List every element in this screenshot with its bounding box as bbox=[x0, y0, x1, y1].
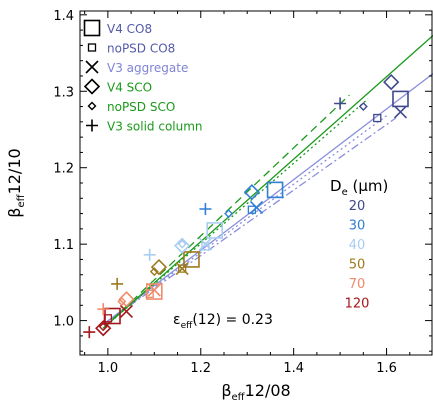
data-point bbox=[147, 283, 161, 297]
data-point bbox=[266, 181, 284, 199]
data-point bbox=[111, 277, 124, 290]
data-point bbox=[103, 314, 113, 323]
size-legend-entry: 120 bbox=[345, 297, 370, 312]
data-point bbox=[392, 90, 409, 108]
legend-marker bbox=[86, 119, 98, 132]
data-point bbox=[178, 264, 187, 273]
data-point bbox=[334, 97, 347, 110]
size-legend: De (μm) 20 30 40 50 70 120 bbox=[330, 177, 388, 312]
x-tick-label: 1.2 bbox=[190, 361, 211, 376]
y-tick-label: 1.3 bbox=[53, 85, 74, 100]
legend-label: V4 SCO bbox=[107, 81, 152, 95]
y-axis-label-beta: β bbox=[5, 207, 24, 217]
legend-marker bbox=[85, 60, 99, 74]
data-point bbox=[243, 184, 260, 201]
data-point bbox=[201, 242, 210, 251]
data-point bbox=[198, 237, 212, 251]
x-tick-label: 1.0 bbox=[98, 361, 119, 376]
y-axis-label: βeff12/10 bbox=[5, 148, 27, 217]
data-point bbox=[117, 296, 127, 306]
axis-ticks: 1.0 1.2 1.4 1.6 1.0 1.1 1.2 1.3 1.4 bbox=[53, 9, 432, 376]
y-tick-label: 1.2 bbox=[53, 162, 74, 177]
x-tick-label: 1.4 bbox=[283, 361, 304, 376]
epsilon-annotation-sub: eff bbox=[181, 321, 194, 331]
data-point bbox=[83, 326, 96, 339]
data-point bbox=[175, 262, 189, 276]
legend-marker bbox=[83, 19, 101, 37]
data-point bbox=[145, 289, 154, 298]
size-legend-title-unit: (μm) bbox=[348, 177, 389, 195]
size-legend-entry: 30 bbox=[349, 219, 366, 234]
legend-label: V3 aggregate bbox=[107, 61, 188, 75]
data-point bbox=[183, 251, 200, 268]
fit-line bbox=[102, 98, 369, 329]
epsilon-annotation: εeff(12) = 0.23 bbox=[173, 312, 273, 331]
data-point bbox=[177, 239, 187, 249]
x-axis-label-beta: β bbox=[221, 381, 231, 400]
data-point bbox=[224, 209, 234, 219]
legend-marker bbox=[87, 43, 97, 52]
epsilon-annotation-rest: (12) = 0.23 bbox=[192, 312, 273, 328]
size-legend-entry: 40 bbox=[349, 238, 366, 253]
size-legend-title-main: D bbox=[330, 177, 342, 195]
data-point bbox=[373, 113, 382, 123]
data-point bbox=[95, 320, 112, 337]
data-point bbox=[206, 222, 223, 239]
size-legend-title: De (μm) bbox=[330, 177, 388, 198]
data-point bbox=[119, 304, 134, 318]
y-axis-label-sub: eff bbox=[16, 193, 27, 207]
y-tick-label: 1.0 bbox=[53, 315, 74, 330]
size-legend-entry: 20 bbox=[349, 199, 366, 214]
size-legend-entry: 50 bbox=[349, 258, 366, 273]
data-point bbox=[174, 237, 191, 254]
data-point bbox=[199, 202, 212, 215]
legend-label: V4 CO8 bbox=[107, 22, 152, 36]
x-axis-label-sub: eff bbox=[232, 392, 246, 403]
epsilon-annotation-symbol: ε bbox=[173, 312, 181, 328]
data-point bbox=[149, 267, 159, 277]
legend-marker bbox=[87, 101, 97, 111]
y-tick-label: 1.1 bbox=[53, 238, 74, 253]
data-point bbox=[358, 102, 368, 112]
data-point bbox=[249, 200, 264, 215]
legend-marker bbox=[83, 78, 101, 95]
y-tick-label: 1.4 bbox=[53, 9, 74, 24]
data-point bbox=[143, 248, 156, 261]
legend-label: V3 solid column bbox=[107, 120, 203, 134]
x-axis-label-rest: 12/08 bbox=[245, 381, 291, 400]
y-axis-label-rest: 12/10 bbox=[5, 148, 24, 194]
data-point bbox=[247, 205, 257, 214]
data-point bbox=[98, 322, 108, 332]
size-legend-entry: 70 bbox=[349, 277, 366, 292]
data-points bbox=[83, 73, 409, 339]
marker-legend: V4 CO8 noPSD CO8 V3 aggregate V4 SCO noPSD S… bbox=[83, 19, 203, 134]
legend-label: noPSD SCO bbox=[107, 100, 175, 114]
size-legend-title-sub: e bbox=[342, 187, 348, 198]
x-axis-label: βeff12/08 bbox=[221, 381, 290, 403]
data-point bbox=[383, 73, 400, 91]
legend-label: noPSD CO8 bbox=[107, 42, 175, 56]
data-point bbox=[97, 303, 110, 316]
data-point bbox=[150, 258, 168, 276]
data-point bbox=[118, 291, 135, 308]
x-tick-label: 1.6 bbox=[376, 361, 397, 376]
fit-line bbox=[102, 73, 433, 325]
fit-line bbox=[102, 115, 387, 325]
data-point bbox=[393, 105, 408, 119]
